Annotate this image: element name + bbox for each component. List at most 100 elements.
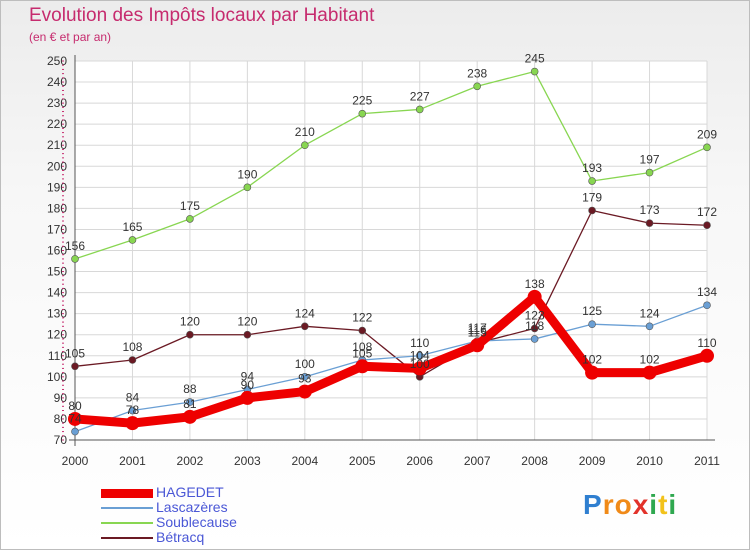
data-point: [530, 67, 539, 76]
data-point: [588, 206, 596, 215]
data-point: [301, 141, 309, 150]
data-label: 120: [237, 315, 257, 329]
data-point: [71, 427, 79, 436]
y-tick-label: 130: [47, 307, 67, 321]
y-tick-label: 70: [54, 433, 68, 447]
data-label: 80: [68, 399, 82, 413]
data-point: [301, 373, 309, 381]
data-label: 104: [410, 348, 430, 362]
legend-label: Lascazères: [156, 499, 228, 515]
data-label: 110: [410, 336, 429, 350]
data-label: 88: [183, 382, 197, 396]
data-point: [128, 356, 137, 364]
data-label: 173: [640, 203, 660, 217]
y-tick-label: 80: [54, 412, 68, 426]
data-point: [71, 255, 79, 263]
legend-swatch: [101, 522, 153, 524]
data-point: [68, 411, 82, 426]
data-label: 108: [122, 340, 142, 354]
x-tick-label: 2007: [464, 454, 491, 468]
data-label: 116: [468, 323, 487, 337]
data-point: [588, 177, 596, 185]
data-label: 110: [697, 336, 716, 350]
data-point: [243, 330, 252, 339]
legend-item: Soublecause: [101, 515, 341, 530]
data-point: [415, 351, 424, 360]
data-label: 179: [582, 190, 602, 204]
data-label: 210: [295, 125, 315, 139]
data-point: [642, 365, 657, 380]
data-label: 225: [352, 94, 372, 108]
logo-letter: P: [583, 489, 603, 520]
data-label: 125: [582, 304, 602, 318]
y-tick-label: 140: [47, 286, 67, 300]
logo-letter: x: [632, 489, 650, 520]
data-point: [182, 409, 197, 424]
legend-label: HAGEDET: [156, 484, 224, 500]
data-label: 100: [295, 357, 315, 371]
series-line-hagedet: [70, 292, 712, 428]
data-point: [473, 82, 481, 91]
data-label: 190: [237, 167, 257, 181]
legend-item: Bétracq: [101, 530, 341, 545]
data-label: 122: [352, 311, 372, 325]
x-tick-label: 2004: [291, 454, 318, 468]
x-tick-label: 2003: [234, 454, 261, 468]
data-point: [186, 330, 194, 339]
y-tick-label: 220: [47, 117, 67, 131]
y-tick-label: 150: [47, 265, 67, 279]
data-point: [530, 335, 539, 343]
data-point: [703, 221, 711, 230]
data-point: [358, 326, 367, 335]
data-label: 172: [697, 205, 717, 219]
data-label: 94: [241, 369, 255, 383]
series-line-soublecause: [74, 70, 708, 260]
y-tick-label: 160: [47, 244, 67, 258]
data-point: [128, 406, 137, 415]
data-label: 108: [352, 340, 372, 354]
x-tick-label: 2009: [579, 454, 606, 468]
y-tick-label: 240: [47, 75, 67, 89]
data-point: [530, 324, 539, 333]
data-point: [128, 236, 137, 244]
legend-label: Soublecause: [156, 514, 237, 530]
data-point: [412, 361, 427, 376]
x-tick-label: 2011: [694, 454, 720, 468]
data-label: 197: [640, 153, 660, 167]
legend-label: Bétracq: [156, 529, 205, 545]
y-tick-label: 230: [47, 96, 67, 110]
x-tick-label: 2008: [521, 454, 548, 468]
series-line-bétracq: [74, 209, 708, 378]
logo-letter: i: [649, 489, 659, 520]
data-label: 165: [122, 220, 142, 234]
y-tick-label: 170: [47, 222, 67, 236]
data-point: [470, 338, 485, 353]
data-point: [71, 362, 79, 371]
data-label: 117: [468, 321, 487, 335]
data-label: 227: [410, 89, 430, 103]
data-label: 105: [352, 346, 372, 360]
chart-subtitle: (en € et par an): [29, 30, 112, 44]
y-tick-label: 100: [47, 370, 67, 384]
data-point: [186, 398, 194, 406]
data-point: [355, 359, 370, 374]
data-point: [301, 322, 309, 331]
data-point: [297, 384, 312, 399]
data-label: 124: [295, 306, 315, 320]
logo-letter: i: [668, 489, 678, 520]
data-point: [415, 105, 424, 114]
chart-title: Evolution des Impôts locaux par Habitant: [29, 5, 375, 26]
data-point: [585, 365, 600, 380]
y-tick-label: 120: [47, 328, 67, 342]
x-tick-label: 2005: [349, 454, 376, 468]
legend-swatch: [101, 488, 153, 498]
data-label: 175: [180, 199, 200, 213]
y-tick-label: 90: [54, 391, 68, 405]
data-point: [186, 215, 194, 223]
data-point: [645, 219, 654, 227]
x-tick-label: 2006: [406, 454, 433, 468]
legend-item: HAGEDET: [101, 485, 341, 500]
series-line-lascazères: [74, 304, 708, 433]
